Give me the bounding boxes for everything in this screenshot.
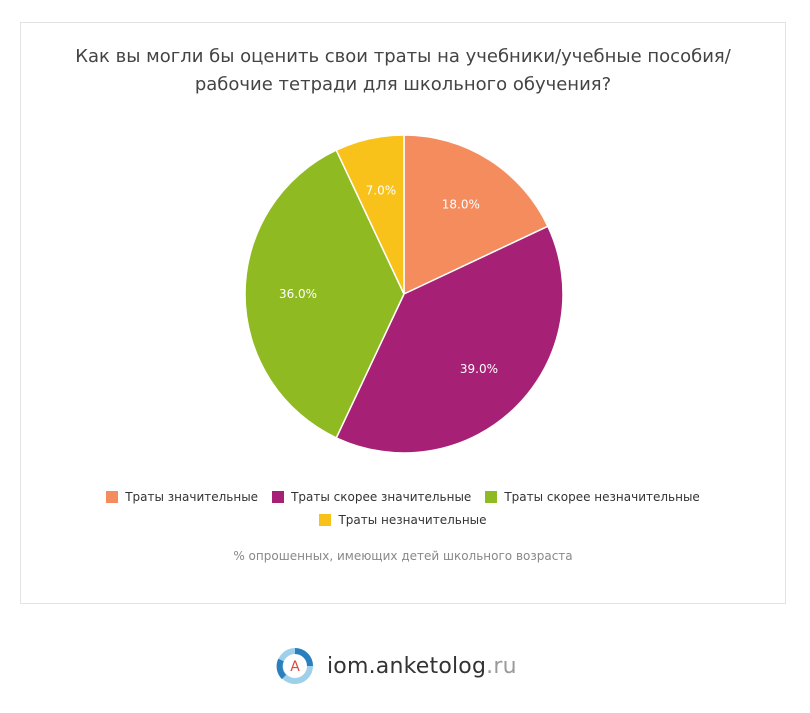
chart-footnote: % опрошенных, имеющих детей школьного во… <box>233 549 573 563</box>
legend-swatch <box>106 490 119 503</box>
legend-swatch <box>485 490 498 503</box>
pie-slice-2[interactable] <box>335 225 564 454</box>
legend-row-2: Траты незначительные <box>21 508 785 531</box>
legend-label: Траты скорее незначительные <box>504 489 700 504</box>
legend-swatch <box>319 513 332 526</box>
pie-data-label-4: 7.0% <box>366 184 397 198</box>
legend-swatch <box>272 490 285 503</box>
pie-data-label-2: 39.0% <box>460 362 498 376</box>
chart-legend: Траты значительные Траты скорее значител… <box>21 485 785 531</box>
pie-chart: 18.0% 39.0% 36.0% 7.0% <box>244 134 564 454</box>
chart-title-line-1: Как вы могли бы оценить свои траты на уч… <box>75 46 731 67</box>
brand-logo[interactable]: А iom.anketolog.ru <box>273 645 517 687</box>
pie-data-label-1: 18.0% <box>442 198 480 212</box>
chart-title: Как вы могли бы оценить свои траты на уч… <box>41 43 765 99</box>
chart-title-line-2: рабочие тетради для школьного обучения? <box>194 74 612 95</box>
legend-label: Траты незначительные <box>338 512 487 527</box>
brand-name-tld: .ru <box>486 653 517 679</box>
chart-card: Как вы могли бы оценить свои траты на уч… <box>20 22 786 604</box>
legend-item-3[interactable]: Траты скорее незначительные <box>485 489 700 504</box>
legend-item-1[interactable]: Траты значительные <box>106 490 258 504</box>
pie-slice-4[interactable] <box>335 134 405 295</box>
brand-name: iom.anketolog.ru <box>327 654 517 679</box>
pie-slice-1[interactable] <box>403 134 549 296</box>
legend-row-1: Траты значительные Траты скорее значител… <box>21 485 785 508</box>
brand-name-main: iom.anketolog <box>327 653 487 679</box>
anketolog-logo-icon: А <box>276 648 313 684</box>
pie-data-label-3: 36.0% <box>279 287 317 301</box>
logo-letter: А <box>290 659 300 675</box>
legend-label: Траты скорее значительные <box>291 489 472 504</box>
legend-label: Траты значительные <box>125 489 259 504</box>
pie-slice-3[interactable] <box>244 149 405 439</box>
legend-item-4[interactable]: Траты незначительные <box>319 512 487 527</box>
legend-item-2[interactable]: Траты скорее значительные <box>272 490 471 504</box>
